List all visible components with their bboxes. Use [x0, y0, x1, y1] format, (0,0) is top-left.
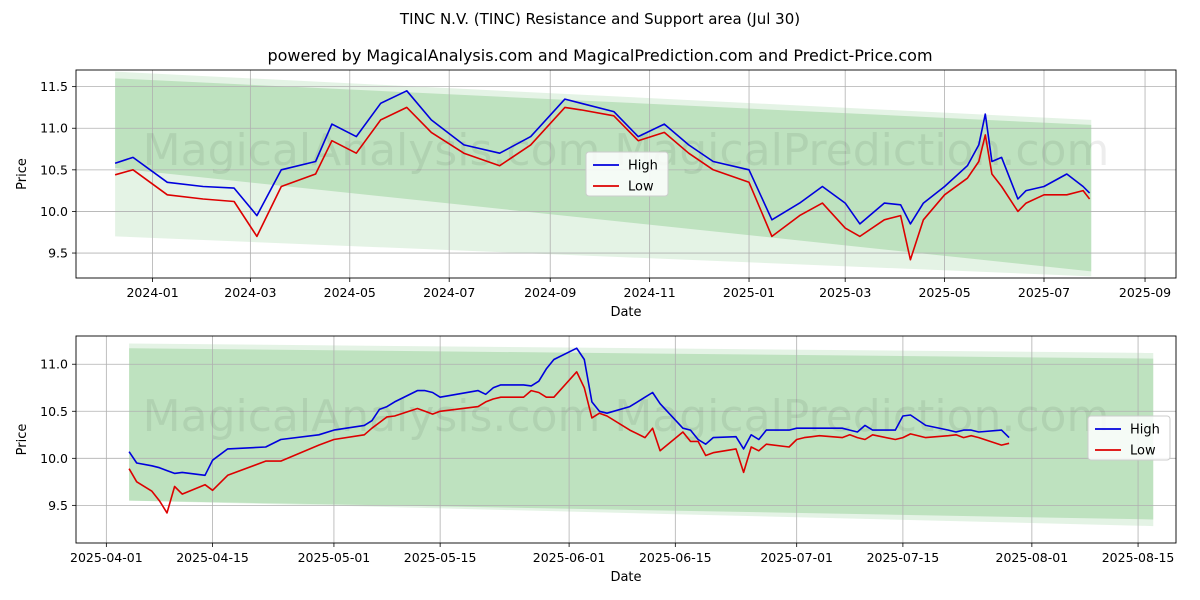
plot-frame — [75, 69, 1177, 279]
x-tick-label: 2025-04-15 — [176, 550, 249, 565]
chart-1: 2024-01 2024-03 2024-05 2024-07 2024-09 2024-… — [15, 69, 1177, 320]
legend: High Low — [585, 151, 669, 197]
y-tick-label: 11.0 — [40, 357, 68, 372]
chart-2: 2025-04-01 2025-04-15 2025-05-01 2025-05-15… — [15, 335, 1177, 585]
x-tick-label: 2025-08-15 — [1102, 550, 1175, 565]
legend-label-high: High — [1130, 423, 1160, 438]
plot-frame — [75, 335, 1177, 544]
x-tick-label: 2025-07 — [1018, 285, 1070, 300]
y-tick-label: 10.5 — [40, 404, 68, 419]
legend-label-low: Low — [1130, 444, 1156, 459]
legend-box — [1087, 415, 1171, 461]
x-tick-label: 2025-09 — [1119, 285, 1171, 300]
y-tick-label: 9.5 — [48, 498, 68, 513]
x-tick-label: 2025-05 — [918, 285, 970, 300]
x-tick-label: 2025-07-15 — [867, 550, 940, 565]
support-resistance-band — [129, 348, 1154, 520]
legend-box — [585, 151, 669, 197]
y-tick-label: 10.0 — [40, 451, 68, 466]
watermark: MagicalAnalysis.com MagicalPrediction.co… — [143, 391, 1110, 442]
y-axis-label: Price — [15, 424, 30, 456]
legend-label-high: High — [628, 159, 658, 174]
support-resistance-band — [129, 343, 1154, 527]
chart-title: TINC N.V. (TINC) Resistance and Support … — [399, 10, 801, 28]
x-tick-label: 2025-04-01 — [70, 550, 143, 565]
y-tick-label: 9.5 — [48, 246, 68, 261]
y-tick-label: 10.0 — [40, 204, 68, 219]
y-tick-label: 11.5 — [40, 79, 68, 94]
series-line-high — [114, 90, 1091, 225]
series-line-high — [128, 347, 1010, 477]
x-axis-label: Date — [610, 305, 641, 320]
y-tick-label: 10.5 — [40, 162, 68, 177]
x-tick-label: 2024-11 — [624, 285, 676, 300]
x-tick-label: 2024-01 — [126, 285, 178, 300]
series-line-low — [128, 371, 1010, 514]
x-tick-label: 2024-05 — [324, 285, 376, 300]
x-tick-label: 2024-07 — [423, 285, 475, 300]
x-tick-label: 2025-06-01 — [533, 550, 606, 565]
legend-label-low: Low — [628, 180, 654, 195]
x-tick-label: 2024-03 — [224, 285, 276, 300]
x-tick-label: 2025-01 — [723, 285, 775, 300]
series-line-low — [114, 106, 1091, 261]
x-tick-label: 2025-05-01 — [298, 550, 371, 565]
x-tick-label: 2025-08-01 — [996, 550, 1069, 565]
x-tick-label: 2024-09 — [524, 285, 576, 300]
x-tick-label: 2025-03 — [819, 285, 871, 300]
legend: High Low — [1087, 415, 1171, 461]
x-tick-label: 2025-07-01 — [760, 550, 833, 565]
x-tick-label: 2025-06-15 — [639, 550, 712, 565]
y-tick-label: 11.0 — [40, 121, 68, 136]
chart-subtitle: powered by MagicalAnalysis.com and Magic… — [267, 46, 933, 65]
x-axis-label: Date — [610, 570, 641, 585]
y-axis-label: Price — [15, 158, 30, 190]
x-tick-label: 2025-05-15 — [404, 550, 477, 565]
